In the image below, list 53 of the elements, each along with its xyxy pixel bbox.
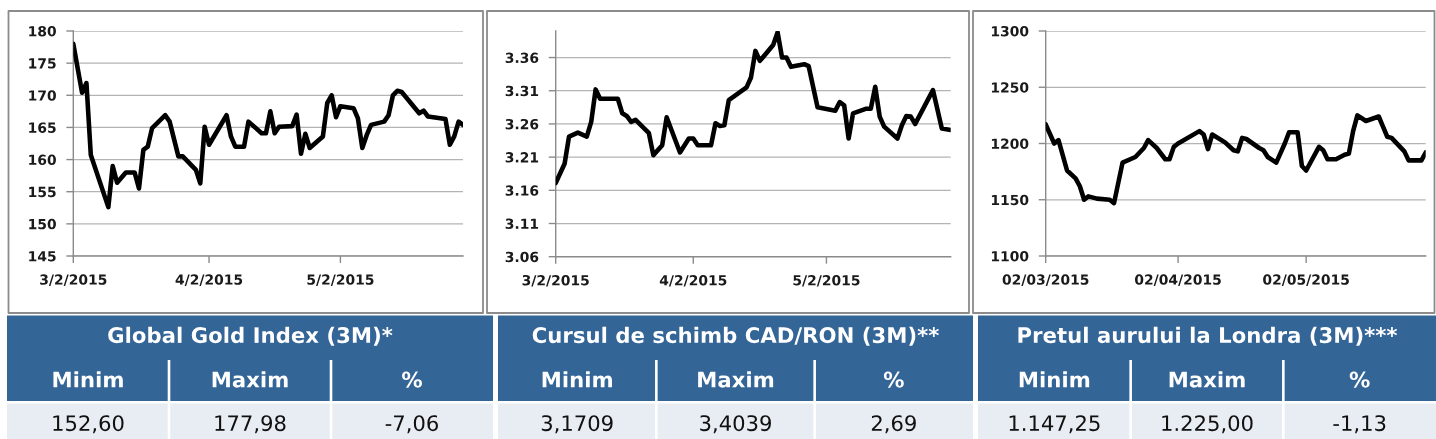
line-series [555,31,951,186]
text: 152,60 [53,415,124,434]
x-tick-label: 02/05/2015 [1263,274,1349,286]
text: % [883,371,904,388]
x-tick-label: 3/2/2015 [40,274,107,286]
y-tick-label: 145 [29,251,56,262]
text: 177,98 [215,415,286,434]
text: 1.225,00 [1162,415,1253,434]
text: Minim [1019,371,1090,388]
text: Global Gold Index (3M)* [108,326,393,346]
line-series [1045,113,1426,206]
y-tick-label: 165 [29,122,56,133]
y-tick-label: 180 [29,25,56,37]
text: % [402,371,422,388]
text: 3,4039 [700,415,771,434]
text: -1,13 [1333,415,1386,434]
y-tick-label: 3.21 [505,152,539,163]
text: 3,1709 [541,415,613,434]
text: Maxim [1169,371,1245,388]
text: % [1349,371,1370,388]
x-tick-label: 5/2/2015 [307,274,374,286]
x-tick-label: 3/2/2015 [522,275,589,287]
x-tick-label: 5/2/2015 [793,275,860,287]
y-tick-label: 1150 [991,194,1029,206]
y-tick-label: 3.11 [505,218,539,229]
y-tick-label: 3.26 [505,118,539,130]
x-tick-label: 02/04/2015 [1135,274,1221,286]
text: 2,69 [871,415,916,434]
line-series [73,41,463,210]
x-tick-label: 4/2/2015 [175,274,243,286]
text: Cursul de schimb CAD/RON (3M)** [532,326,939,346]
y-tick-label: 1100 [991,250,1029,262]
y-tick-label: 3.31 [505,85,539,97]
text: -7,06 [385,415,438,434]
y-tick-label: 3.36 [505,52,539,64]
y-tick-label: 150 [29,218,56,230]
y-tick-label: 1300 [991,25,1029,37]
y-tick-label: 3.06 [505,251,539,263]
y-tick-label: 170 [29,90,56,101]
y-tick-label: 3.16 [505,185,539,196]
y-tick-label: 155 [29,186,56,198]
x-tick-label: 02/03/2015 [1002,274,1089,286]
text: Maxim [698,371,774,388]
text: Minim [542,371,612,388]
text: 1.147,25 [1009,415,1100,434]
text: Maxim [212,371,288,388]
text: Pretul aurului la Londra (3M)*** [1018,326,1398,346]
x-tick-label: 4/2/2015 [659,275,727,287]
y-tick-label: 160 [29,154,56,166]
text: Minim [53,371,123,388]
y-tick-label: 175 [29,58,56,69]
y-tick-label: 1200 [991,138,1029,149]
y-tick-label: 1250 [991,82,1029,93]
